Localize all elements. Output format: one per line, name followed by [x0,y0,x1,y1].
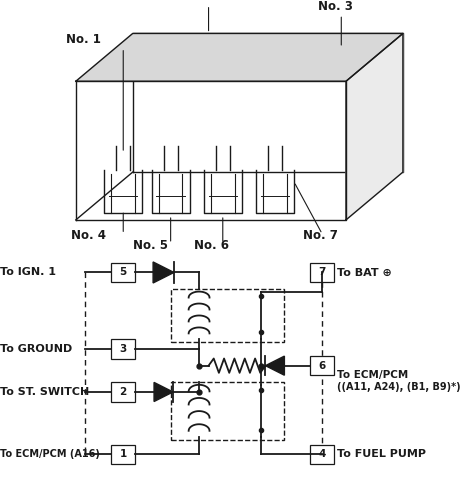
Bar [310,263,334,282]
Text: 6: 6 [319,361,326,370]
Polygon shape [265,356,284,375]
Polygon shape [346,33,403,220]
Text: 4: 4 [319,449,326,459]
Bar [111,263,135,282]
Text: 5: 5 [119,268,127,277]
Text: ((A11, A24), (B1, B9)*): ((A11, A24), (B1, B9)*) [337,382,460,392]
Bar [171,382,284,440]
Text: To BAT ⊕: To BAT ⊕ [337,268,392,277]
Text: 1: 1 [119,449,127,459]
Text: No. 5: No. 5 [133,239,168,251]
Text: No. 1: No. 1 [66,33,101,46]
Polygon shape [153,262,174,283]
Polygon shape [76,33,403,81]
Text: To FUEL PUMP: To FUEL PUMP [337,449,426,459]
Text: To ECM/PCM (A16): To ECM/PCM (A16) [0,449,100,459]
Bar [111,382,135,402]
Text: To GROUND: To GROUND [0,344,72,354]
Text: 2: 2 [119,387,127,397]
Bar [310,356,334,375]
Text: 3: 3 [119,344,127,354]
Text: No. 4: No. 4 [71,229,106,242]
Text: No. 6: No. 6 [194,239,229,251]
Text: To IGN. 1: To IGN. 1 [0,268,56,277]
Bar [111,445,135,464]
Bar [310,445,334,464]
Polygon shape [154,382,173,402]
Text: To ECM/PCM: To ECM/PCM [337,370,408,380]
Bar [171,289,284,342]
Text: To ST. SWITCH: To ST. SWITCH [0,387,89,397]
Text: No. 3: No. 3 [318,0,353,12]
Text: No. 7: No. 7 [303,229,338,242]
Text: 7: 7 [319,268,326,277]
Text: No. 2: No. 2 [180,0,215,3]
Bar [111,339,135,358]
